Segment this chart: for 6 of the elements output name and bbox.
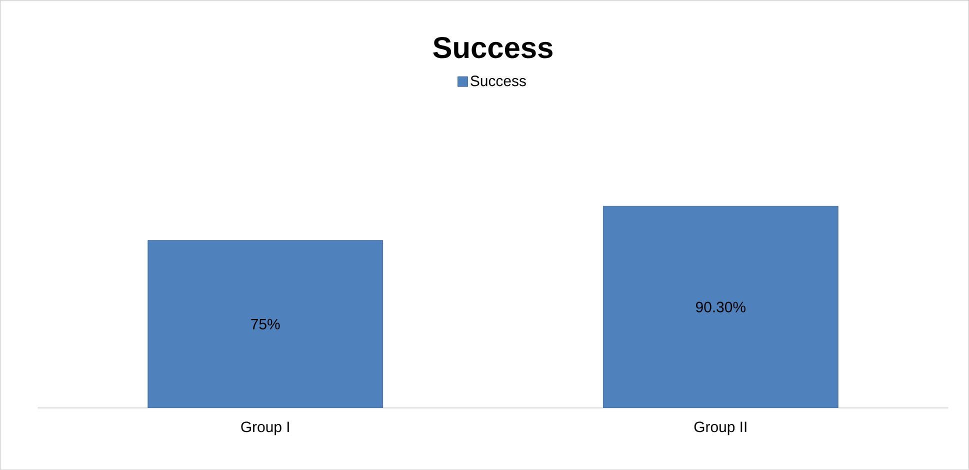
x-tick-label: Group II — [694, 422, 746, 436]
chart-title: Success — [433, 37, 552, 58]
data-label: 75% — [251, 319, 280, 330]
data-label: 90.30% — [696, 302, 746, 312]
legend-label: Success — [470, 76, 526, 86]
x-tick-label: Group I — [241, 422, 289, 436]
